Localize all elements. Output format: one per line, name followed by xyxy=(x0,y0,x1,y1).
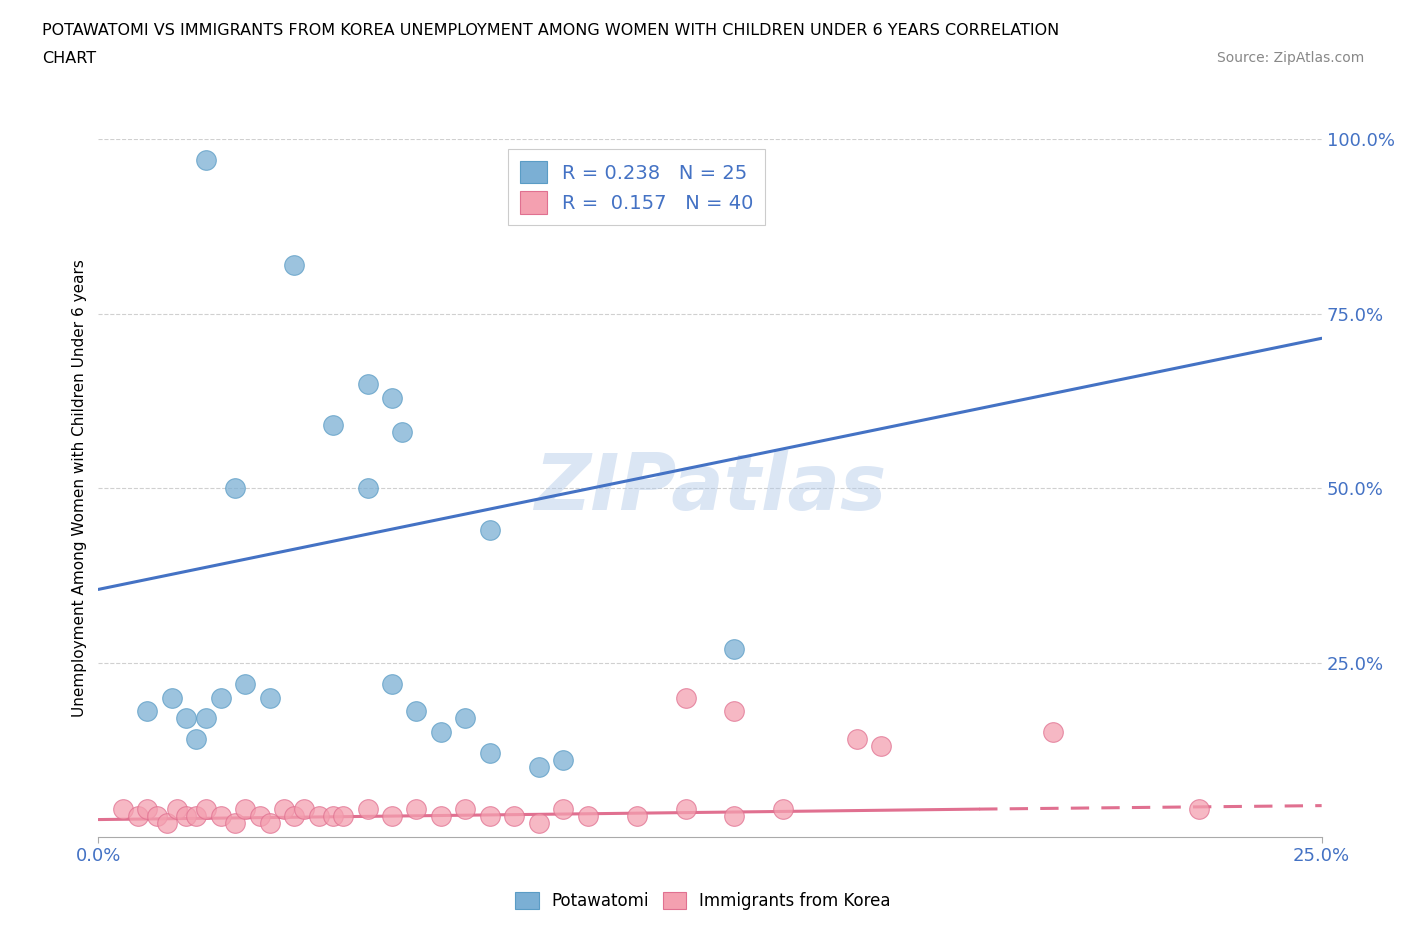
Point xyxy=(381,391,404,405)
Point xyxy=(146,809,169,824)
Legend: Potawatomi, Immigrants from Korea: Potawatomi, Immigrants from Korea xyxy=(509,885,897,917)
Point xyxy=(454,711,477,725)
Point xyxy=(322,809,344,824)
Point xyxy=(283,809,305,824)
Point xyxy=(870,738,893,753)
Text: CHART: CHART xyxy=(42,51,96,66)
Point xyxy=(527,760,550,775)
Point xyxy=(233,802,256,817)
Point xyxy=(845,732,868,747)
Point xyxy=(136,802,159,817)
Point xyxy=(405,802,427,817)
Point xyxy=(156,816,179,830)
Point xyxy=(430,725,453,740)
Point xyxy=(209,809,232,824)
Point xyxy=(381,809,404,824)
Point xyxy=(723,704,745,719)
Point xyxy=(249,809,271,824)
Point xyxy=(195,711,218,725)
Point xyxy=(273,802,295,817)
Point xyxy=(356,802,378,817)
Point xyxy=(166,802,188,817)
Point xyxy=(176,809,198,824)
Point xyxy=(111,802,134,817)
Point xyxy=(195,153,218,168)
Point xyxy=(478,809,501,824)
Text: ZIPatlas: ZIPatlas xyxy=(534,450,886,526)
Point xyxy=(478,746,501,761)
Point xyxy=(127,809,149,824)
Point xyxy=(430,809,453,824)
Point xyxy=(186,732,208,747)
Point xyxy=(209,690,232,705)
Point xyxy=(224,481,246,496)
Point xyxy=(675,802,697,817)
Point xyxy=(176,711,198,725)
Point xyxy=(186,809,208,824)
Point xyxy=(292,802,315,817)
Point xyxy=(233,676,256,691)
Point xyxy=(576,809,599,824)
Point xyxy=(772,802,794,817)
Point xyxy=(160,690,183,705)
Point xyxy=(626,809,648,824)
Point xyxy=(283,258,305,272)
Point xyxy=(405,704,427,719)
Point xyxy=(322,418,344,433)
Point xyxy=(224,816,246,830)
Point xyxy=(259,690,281,705)
Text: POTAWATOMI VS IMMIGRANTS FROM KOREA UNEMPLOYMENT AMONG WOMEN WITH CHILDREN UNDER: POTAWATOMI VS IMMIGRANTS FROM KOREA UNEM… xyxy=(42,23,1060,38)
Point xyxy=(259,816,281,830)
Point xyxy=(454,802,477,817)
Point xyxy=(136,704,159,719)
Point xyxy=(195,802,218,817)
Point xyxy=(356,481,378,496)
Legend: R = 0.238   N = 25, R =  0.157   N = 40: R = 0.238 N = 25, R = 0.157 N = 40 xyxy=(508,149,765,225)
Point xyxy=(723,642,745,657)
Text: Source: ZipAtlas.com: Source: ZipAtlas.com xyxy=(1216,51,1364,65)
Y-axis label: Unemployment Among Women with Children Under 6 years: Unemployment Among Women with Children U… xyxy=(72,259,87,717)
Point xyxy=(391,425,413,440)
Point xyxy=(1188,802,1211,817)
Point xyxy=(503,809,526,824)
Point xyxy=(332,809,354,824)
Point xyxy=(356,376,378,391)
Point xyxy=(527,816,550,830)
Point xyxy=(553,802,575,817)
Point xyxy=(308,809,330,824)
Point xyxy=(675,690,697,705)
Point xyxy=(723,809,745,824)
Point xyxy=(553,753,575,768)
Point xyxy=(478,523,501,538)
Point xyxy=(381,676,404,691)
Point xyxy=(1042,725,1064,740)
